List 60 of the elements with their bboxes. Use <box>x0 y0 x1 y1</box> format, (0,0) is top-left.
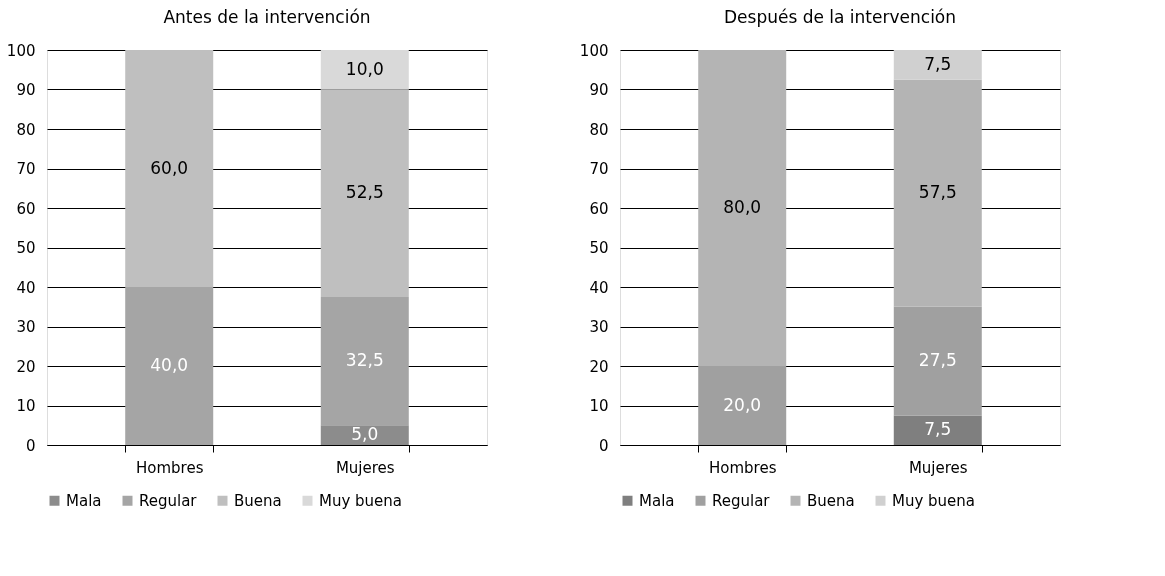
bar <box>893 415 982 445</box>
bar <box>125 287 214 445</box>
legend-label: Muy buena <box>892 491 976 510</box>
bar <box>320 50 409 90</box>
x-tick-label: Mujeres <box>335 458 395 477</box>
legend-label: Mala <box>639 491 675 510</box>
y-tick-label: 50 <box>16 239 36 257</box>
y-tick-label: 80 <box>16 120 36 139</box>
data-label: 7,5 <box>924 419 952 440</box>
y-tick-label: 60 <box>16 199 36 218</box>
data-label: 80,0 <box>723 197 762 217</box>
chart-title: Después de la intervención <box>723 7 957 27</box>
y-tick-label: 40 <box>589 278 609 297</box>
bar <box>698 50 787 366</box>
data-label: 52,5 <box>345 182 384 203</box>
y-tick-label: 70 <box>589 160 609 178</box>
data-label: 20,0 <box>723 394 762 415</box>
y-tick-label: 30 <box>589 318 609 336</box>
bar <box>320 425 409 445</box>
y-tick-label: 20 <box>589 357 609 376</box>
data-label: 10,0 <box>345 58 384 79</box>
y-tick-label: 90 <box>589 81 609 99</box>
y-tick-label: 10 <box>16 397 36 415</box>
y-tick-label: 100 <box>6 41 36 60</box>
y-tick-label: 60 <box>589 199 609 218</box>
bar <box>893 50 982 80</box>
x-tick-label: Hombres <box>135 458 204 477</box>
y-tick-label: 10 <box>589 397 609 415</box>
bar <box>125 50 214 287</box>
data-label: 7,5 <box>924 53 952 74</box>
legend-label: Buena <box>807 491 855 510</box>
y-tick-label: 30 <box>16 318 36 336</box>
y-tick-label: 90 <box>16 81 36 99</box>
x-tick-label: Hombres <box>708 458 777 477</box>
y-tick-label: 50 <box>589 239 609 257</box>
legend-label: Mala <box>66 491 102 510</box>
bar <box>320 89 409 297</box>
data-label: 60,0 <box>150 157 189 178</box>
y-tick-label: 70 <box>16 160 36 178</box>
data-label: 27,5 <box>918 350 957 371</box>
legend-label: Regular <box>712 491 771 510</box>
legend-label: Muy buena <box>319 491 403 510</box>
legend-label: Buena <box>234 491 282 510</box>
y-tick-label: 0 <box>598 436 609 455</box>
y-tick-label: 40 <box>16 278 36 297</box>
y-tick-label: 100 <box>579 41 609 60</box>
data-label: 40,0 <box>150 355 189 375</box>
y-tick-label: 80 <box>589 120 609 139</box>
bar <box>698 366 787 445</box>
legend-label: Regular <box>139 491 198 510</box>
y-tick-label: 0 <box>25 436 36 455</box>
x-tick-label: Mujeres <box>908 458 968 477</box>
data-label: 57,5 <box>918 182 957 203</box>
data-label: 32,5 <box>345 350 384 371</box>
y-tick-label: 20 <box>16 357 36 376</box>
chart-title: Antes de la intervención <box>163 7 371 27</box>
bar <box>893 79 982 307</box>
data-label: 5,0 <box>351 424 379 445</box>
bar <box>320 296 409 426</box>
bar <box>893 306 982 416</box>
